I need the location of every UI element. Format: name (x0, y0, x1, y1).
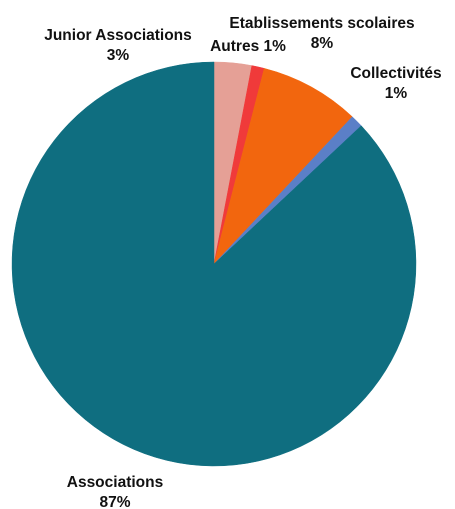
pie-label-etablissements-scolaires: Etablissements scolaires 8% (229, 15, 414, 52)
pie-slice-associations (11, 61, 417, 467)
pie-label-percent: 3% (107, 47, 130, 64)
pie-label-name: Collectivités (350, 65, 441, 82)
pie-label-name: Etablissements scolaires (229, 15, 414, 32)
pie-label-percent: 1% (385, 85, 408, 102)
pie-label-percent: 87% (99, 494, 130, 509)
pie-label-collectivites: Collectivités 1% (350, 65, 441, 102)
pie-label-name: Junior Associations (44, 27, 192, 44)
pie-slice-etablissements-scolaires (213, 68, 353, 265)
pie-label-name: Associations (67, 474, 163, 491)
pie-label-autres: Autres 1% (210, 38, 286, 55)
slices-layer (11, 61, 417, 467)
pie-label-percent: 8% (311, 35, 334, 52)
labels-layer: Junior Associations 3%Autres 1%Etablissem… (44, 15, 441, 509)
pie-label-name: Autres 1% (210, 38, 286, 55)
pie-label-associations: Associations 87% (67, 474, 163, 509)
pie-label-junior-associations: Junior Associations 3% (44, 27, 192, 64)
